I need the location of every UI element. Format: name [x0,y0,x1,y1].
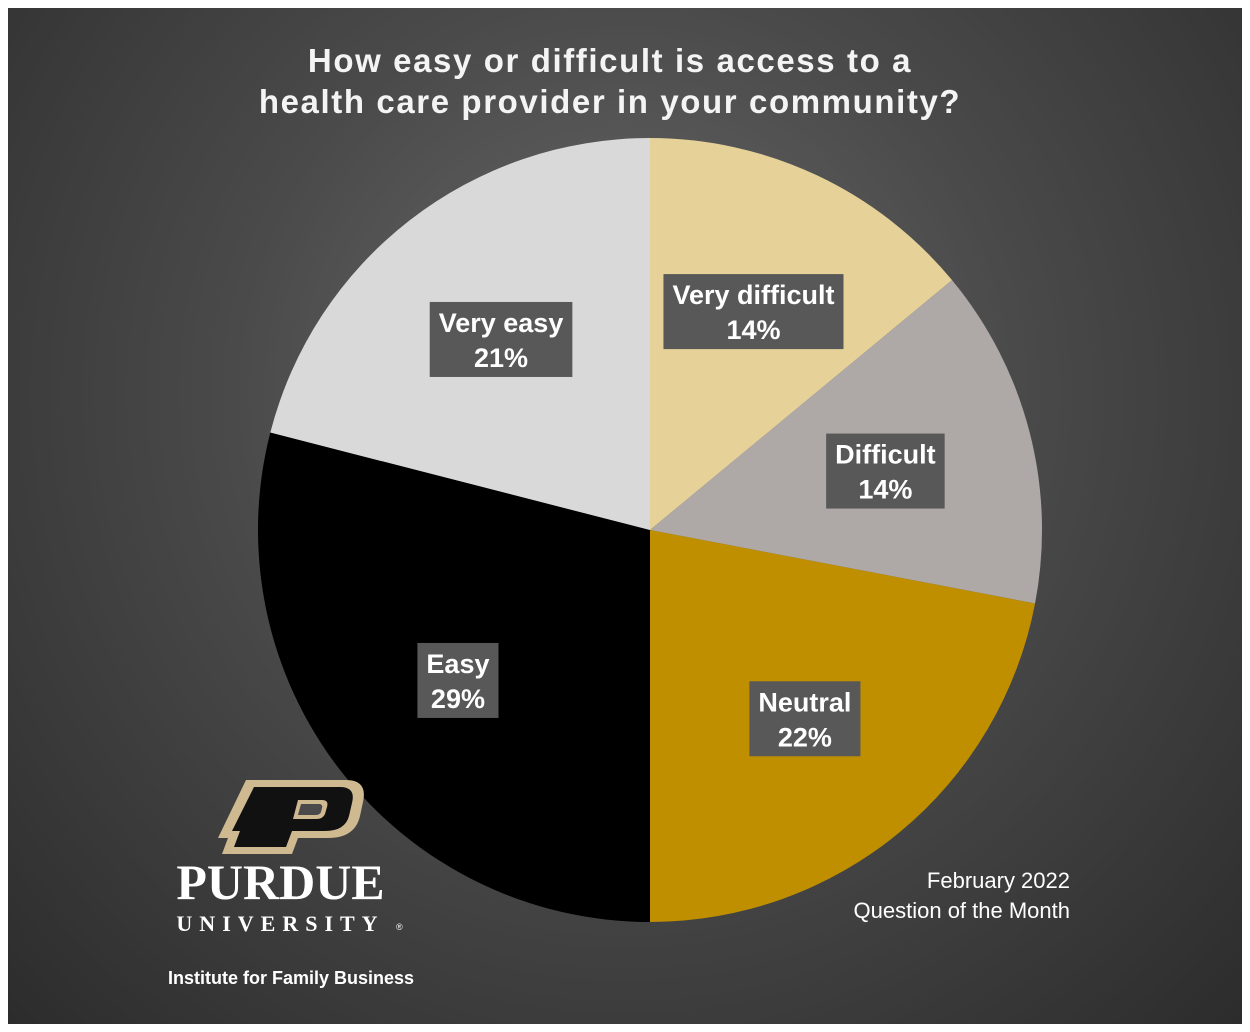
slice-category-label: Very difficult [672,280,834,310]
institute-name: Institute for Family Business [168,968,415,988]
pie-label-neutral: Neutral 22% [749,681,861,757]
registered-mark-icon: ® [396,922,403,932]
chart-title: How easy or difficult is access to a hea… [258,42,962,120]
slice-category-label: Easy [426,649,489,679]
slice-category-label: Difficult [835,440,936,470]
label-box [749,681,861,757]
slice-value-label: 14% [726,315,780,345]
chart-canvas: How easy or difficult is access to a hea… [8,8,1242,1024]
pie-label-easy: Easy 29% [417,642,499,718]
pie-label-very-easy: Very easy 21% [429,301,573,377]
slice-category-label: Neutral [758,687,851,717]
purdue-wordmark: PURDUE [176,854,385,910]
pie-label-very-difficult: Very difficult 14% [663,274,844,350]
slice-category-label: Very easy [439,308,564,338]
label-box [429,301,573,377]
pie-label-difficult: Difficult 14% [826,433,945,509]
footer-note: February 2022 Question of the Month [854,866,1070,926]
slice-value-label: 29% [431,684,485,714]
slice-value-label: 21% [474,343,528,373]
slice-value-label: 22% [778,722,832,752]
purdue-p-logo-icon [218,780,364,854]
label-box [663,274,844,350]
university-wordmark: UNIVERSITY [176,911,385,936]
label-box [826,433,945,509]
slice-value-label: 14% [858,475,912,505]
pie-chart: Very difficult 14% Difficult 14% Neutral 22% E… [257,138,1042,922]
footer-date: February 2022 [926,868,1070,893]
footer-series: Question of the Month [853,898,1070,923]
pie-labels: Very difficult 14% Difficult 14% Neutral 22% E… [417,274,945,757]
label-box [417,642,499,718]
